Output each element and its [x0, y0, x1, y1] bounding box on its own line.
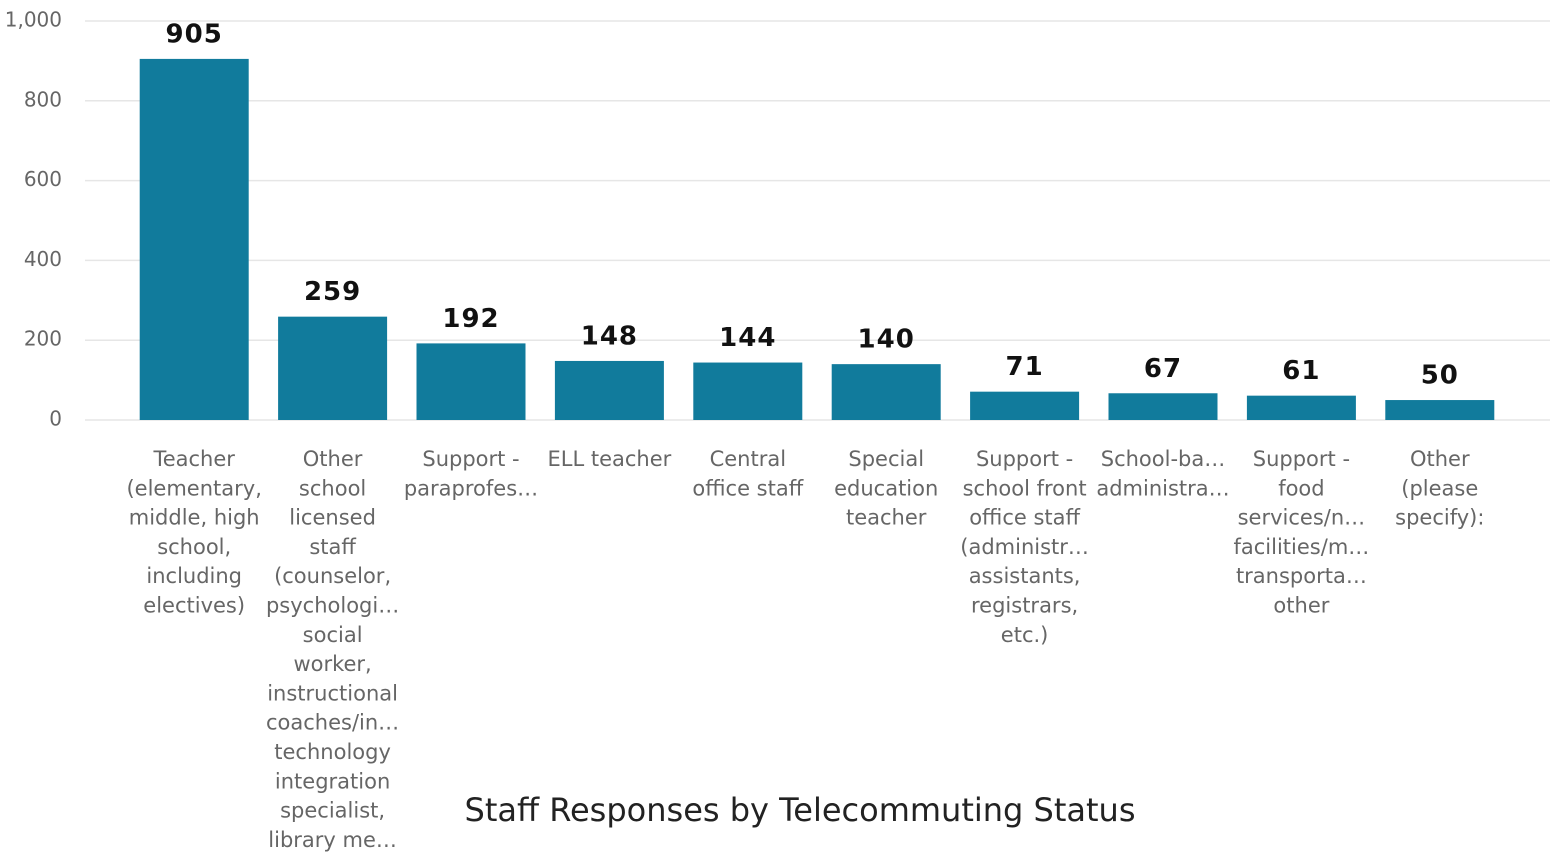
y-tick-label: 0	[49, 407, 62, 431]
data-label: 148	[581, 321, 638, 351]
chart-title: Staff Responses by Telecommuting Status	[465, 791, 1136, 829]
x-tick-label: ELL teacher	[548, 447, 672, 471]
x-tick-label: Central	[710, 447, 786, 471]
data-label: 71	[1006, 352, 1044, 382]
data-label: 50	[1421, 361, 1459, 391]
x-tick-label: middle, high	[129, 506, 260, 530]
x-tick-label: specialist,	[280, 799, 385, 823]
bar	[1246, 395, 1356, 420]
bar	[139, 58, 249, 420]
bar	[554, 360, 664, 420]
y-tick-label: 800	[24, 87, 62, 111]
x-tick-label: other	[1273, 594, 1329, 618]
bar	[831, 364, 941, 420]
x-tick-label: facilities/m…	[1234, 535, 1370, 559]
x-tick-label: instructional	[267, 681, 398, 705]
bar	[278, 316, 388, 420]
x-tick-label: school	[299, 476, 366, 500]
x-tick-label: Special	[848, 447, 924, 471]
x-tick-label: Support -	[976, 447, 1073, 471]
x-tick-label: teacher	[846, 506, 927, 530]
x-tick-label: (administr…	[960, 535, 1089, 559]
x-tick-label: psychologi…	[266, 594, 399, 618]
x-tick-label: integration	[275, 769, 390, 793]
x-tick-label: library me…	[268, 828, 397, 852]
y-tick-label: 1,000	[5, 8, 62, 32]
x-tick-label: Other	[1410, 447, 1470, 471]
x-tick-label: registrars,	[971, 594, 1078, 618]
x-tick-label: paraprofes…	[404, 476, 538, 500]
bar	[1108, 393, 1218, 420]
x-tick-label: food	[1278, 476, 1324, 500]
x-tick-label: social	[303, 623, 363, 647]
x-tick-label: coaches/in…	[266, 711, 399, 735]
x-tick-label: Support -	[1253, 447, 1350, 471]
x-tick-label: transporta…	[1236, 564, 1367, 588]
x-tick-label: technology	[274, 740, 391, 764]
x-tick-label: including	[146, 564, 242, 588]
x-tick-label: Teacher	[152, 447, 235, 471]
x-tick-label: Support -	[422, 447, 519, 471]
x-tick-label: School-ba…	[1101, 447, 1226, 471]
x-tick-label: worker,	[293, 652, 371, 676]
bar	[1385, 400, 1495, 420]
data-label: 259	[304, 277, 361, 307]
x-tick-label: (please	[1401, 476, 1478, 500]
x-tick-label: staff	[309, 535, 356, 559]
x-tick-label: school,	[157, 535, 231, 559]
x-tick-label: school front	[963, 476, 1087, 500]
data-label: 140	[858, 325, 915, 355]
y-tick-label: 200	[24, 327, 62, 351]
x-tick-label: etc.)	[1001, 623, 1049, 647]
bar	[693, 362, 803, 420]
x-tick-label: licensed	[289, 506, 376, 530]
x-tick-label: office staff	[969, 506, 1080, 530]
bar	[416, 343, 526, 420]
data-label: 905	[166, 19, 223, 49]
data-label: 67	[1144, 354, 1182, 384]
x-tick-label: services/n…	[1238, 506, 1366, 530]
data-label: 192	[442, 304, 499, 334]
x-tick-label: (elementary,	[126, 476, 261, 500]
x-tick-label: specify):	[1395, 506, 1484, 530]
x-tick-label: education	[834, 476, 938, 500]
y-tick-label: 400	[24, 247, 62, 271]
x-tick-label: administra…	[1096, 476, 1229, 500]
data-label: 144	[719, 323, 776, 353]
x-tick-label: electives)	[143, 594, 245, 618]
x-tick-label: (counselor,	[274, 564, 391, 588]
x-tick-label: office staff	[692, 476, 803, 500]
bar	[970, 391, 1080, 420]
data-label: 61	[1282, 356, 1320, 386]
y-tick-label: 600	[24, 167, 62, 191]
x-tick-label: Other	[303, 447, 363, 471]
x-tick-label: assistants,	[969, 564, 1081, 588]
